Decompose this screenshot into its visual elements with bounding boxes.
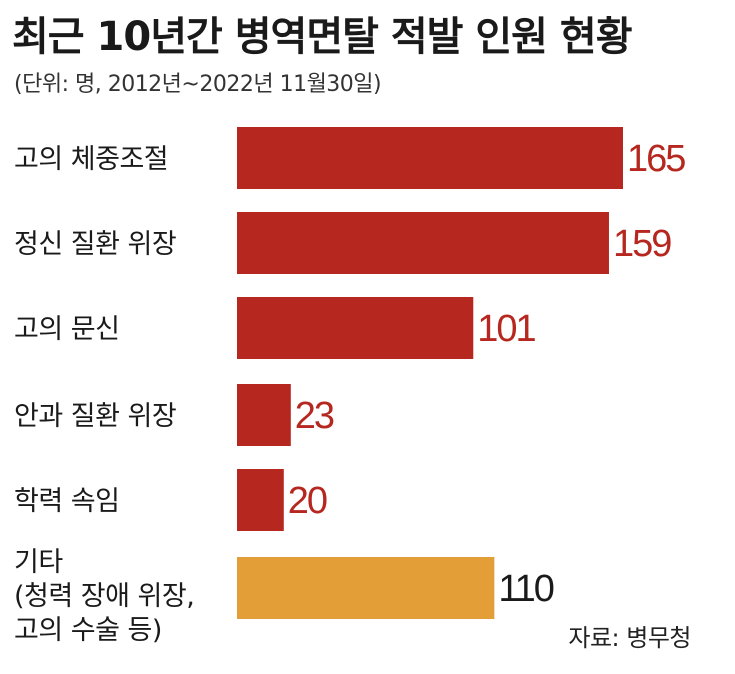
category-label-0: 고의 체중조절: [14, 144, 168, 175]
bar-4: [237, 469, 284, 531]
chart-title: 최근 10년간 병역면탈 적발 인원 현황: [12, 14, 632, 60]
source-note: 자료: 병무청: [568, 624, 691, 652]
category-label-4: 학력 속임: [14, 486, 119, 517]
value-label-2: 101: [477, 308, 535, 350]
chart-subtitle: (단위: 명, 2012년~2022년 11월30일): [14, 72, 382, 97]
bar-5: [237, 557, 495, 619]
value-label-1: 159: [613, 223, 671, 265]
bar-3: [237, 384, 291, 446]
value-label-3: 23: [295, 395, 334, 437]
category-label-2: 고의 문신: [14, 314, 119, 345]
value-label-0: 165: [627, 138, 685, 180]
category-label-5-line-1: (청력 장애 위장,: [14, 581, 194, 612]
category-label-5-line-0: 기타: [14, 547, 63, 578]
category-label-3: 안과 질환 위장: [14, 401, 176, 432]
bar-0: [237, 127, 623, 189]
category-label-5-line-2: 고의 수술 등): [14, 615, 162, 646]
value-label-4: 20: [288, 480, 327, 522]
category-label-1: 정신 질환 위장: [14, 229, 176, 260]
bar-1: [237, 212, 609, 274]
bar-2: [237, 297, 474, 359]
value-label-5: 110: [498, 568, 553, 610]
